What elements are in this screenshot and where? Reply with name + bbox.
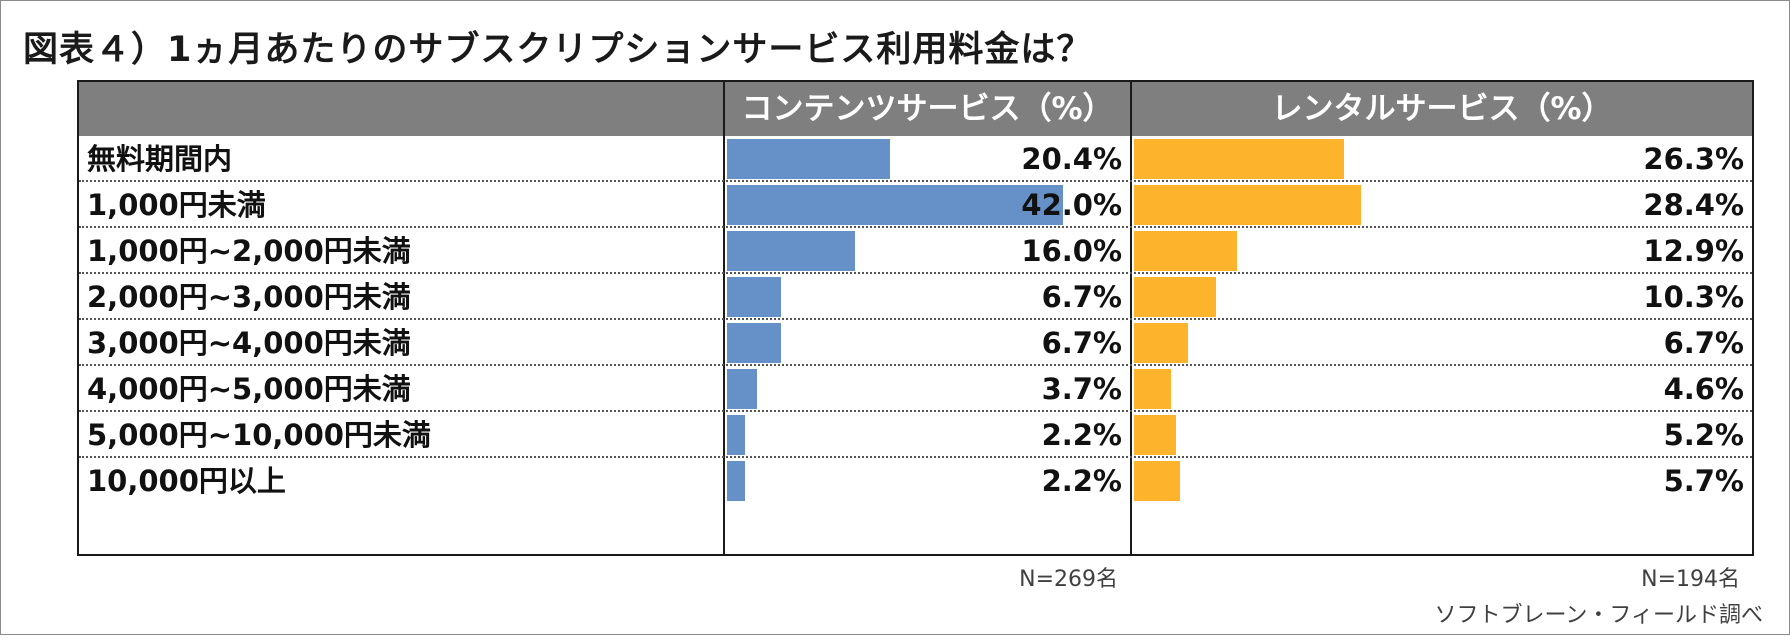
rental-bar-over-10000 bbox=[1134, 461, 1180, 501]
sample-size-content: N=269名 bbox=[1019, 567, 1118, 592]
category-label: 2,000円~3,000円未満 bbox=[87, 280, 411, 314]
source-note: ソフトブレーン・フィールド調べ bbox=[1434, 603, 1763, 628]
content-bar-4000-5000 bbox=[727, 369, 757, 409]
content-value-under-1000: 42.0% bbox=[1021, 188, 1122, 222]
content-bar-5000-10000 bbox=[727, 415, 745, 455]
rental-value-3000-4000: 6.7% bbox=[1663, 326, 1744, 360]
content-value-2000-3000: 6.7% bbox=[1041, 280, 1122, 314]
rental-value-1000-2000: 12.9% bbox=[1643, 234, 1744, 268]
content-value-free: 20.4% bbox=[1021, 142, 1122, 176]
table-row-3000-4000: 3,000円~4,000円未満 6.7% 6.7% bbox=[79, 320, 1752, 366]
table-row-4000-5000: 4,000円~5,000円未満 3.7% 4.6% bbox=[79, 366, 1752, 412]
row-separator bbox=[79, 456, 1752, 458]
data-table: コンテンツサービス（%） レンタルサービス（%） 無料期間内 20.4% 26.3%… bbox=[77, 80, 1754, 556]
row-separator bbox=[79, 272, 1752, 274]
rental-value-2000-3000: 10.3% bbox=[1643, 280, 1744, 314]
content-value-over-10000: 2.2% bbox=[1041, 464, 1122, 498]
category-label: 5,000円~10,000円未満 bbox=[87, 418, 431, 452]
category-label: 1,000円未満 bbox=[87, 188, 266, 222]
column-header-rental: レンタルサービス（%） bbox=[1271, 91, 1613, 127]
category-label: 無料期間内 bbox=[87, 142, 233, 176]
content-bar-1000-2000 bbox=[727, 231, 855, 271]
content-bar-2000-3000 bbox=[727, 277, 781, 317]
rental-bar-4000-5000 bbox=[1134, 369, 1171, 409]
content-bar-3000-4000 bbox=[727, 323, 781, 363]
rental-bar-free bbox=[1134, 139, 1344, 179]
table-row-1000-2000: 1,000円~2,000円未満 16.0% 12.9% bbox=[79, 228, 1752, 274]
rental-bar-2000-3000 bbox=[1134, 277, 1216, 317]
row-separator bbox=[79, 318, 1752, 320]
category-label: 3,000円~4,000円未満 bbox=[87, 326, 411, 360]
table-header: コンテンツサービス（%） レンタルサービス（%） bbox=[79, 82, 1752, 136]
content-value-4000-5000: 3.7% bbox=[1041, 372, 1122, 406]
table-row-free: 無料期間内 20.4% 26.3% bbox=[79, 136, 1752, 182]
category-label: 1,000円~2,000円未満 bbox=[87, 234, 411, 268]
content-bar-over-10000 bbox=[727, 461, 745, 501]
row-separator bbox=[79, 410, 1752, 412]
table-row-2000-3000: 2,000円~3,000円未満 6.7% 10.3% bbox=[79, 274, 1752, 320]
category-label: 4,000円~5,000円未満 bbox=[87, 372, 411, 406]
row-separator bbox=[79, 180, 1752, 182]
rental-value-4000-5000: 4.6% bbox=[1663, 372, 1744, 406]
table-row-under-1000: 1,000円未満 42.0% 28.4% bbox=[79, 182, 1752, 228]
chart-title: 図表４）1ヵ月あたりのサブスクリプションサービス利用料金は？ bbox=[23, 30, 1093, 70]
rental-value-under-1000: 28.4% bbox=[1643, 188, 1744, 222]
rental-value-free: 26.3% bbox=[1643, 142, 1744, 176]
rental-bar-under-1000 bbox=[1134, 185, 1361, 225]
rental-bar-5000-10000 bbox=[1134, 415, 1176, 455]
rental-bar-3000-4000 bbox=[1134, 323, 1188, 363]
sample-size-rental: N=194名 bbox=[1641, 567, 1740, 592]
content-bar-free bbox=[727, 139, 890, 179]
row-separator bbox=[79, 226, 1752, 228]
content-bar-under-1000 bbox=[727, 185, 1063, 225]
content-value-5000-10000: 2.2% bbox=[1041, 418, 1122, 452]
row-separator bbox=[79, 364, 1752, 366]
category-label: 10,000円以上 bbox=[87, 464, 286, 498]
column-header-content: コンテンツサービス（%） bbox=[741, 91, 1114, 127]
rental-value-5000-10000: 5.2% bbox=[1663, 418, 1744, 452]
table-row-over-10000: 10,000円以上 2.2% 5.7% bbox=[79, 458, 1752, 504]
content-value-3000-4000: 6.7% bbox=[1041, 326, 1122, 360]
table-row-5000-10000: 5,000円~10,000円未満 2.2% 5.2% bbox=[79, 412, 1752, 458]
content-value-1000-2000: 16.0% bbox=[1021, 234, 1122, 268]
rental-value-over-10000: 5.7% bbox=[1663, 464, 1744, 498]
rental-bar-1000-2000 bbox=[1134, 231, 1237, 271]
